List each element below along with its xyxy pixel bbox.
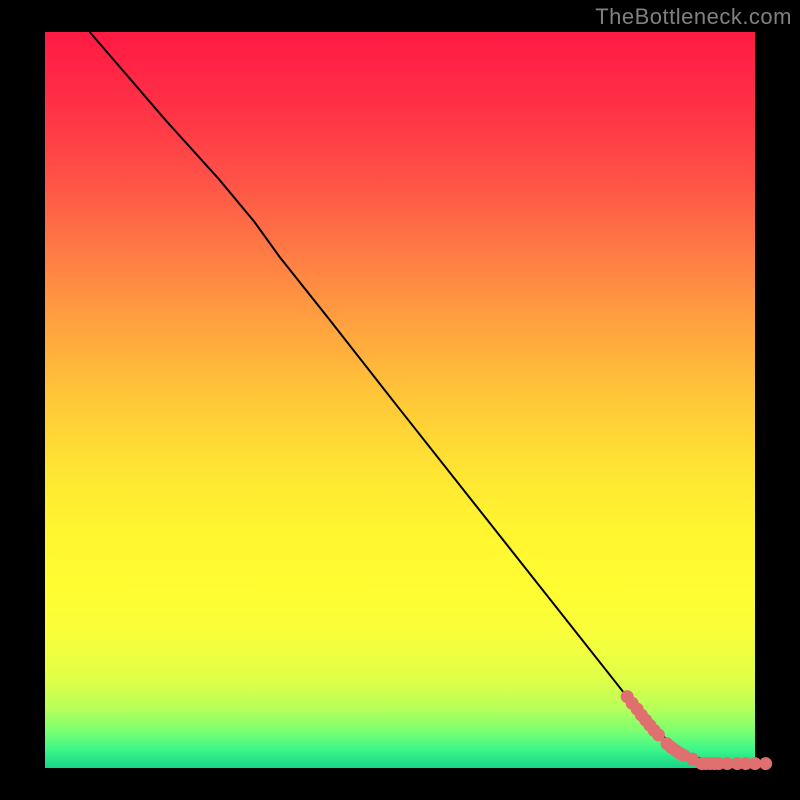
data-marker [759,757,772,770]
plot-area [45,32,755,768]
watermark-text: TheBottleneck.com [595,4,792,30]
bottleneck-curve [90,32,755,764]
data-markers [621,690,772,770]
chart-frame: TheBottleneck.com [0,0,800,800]
chart-overlay [45,32,755,768]
